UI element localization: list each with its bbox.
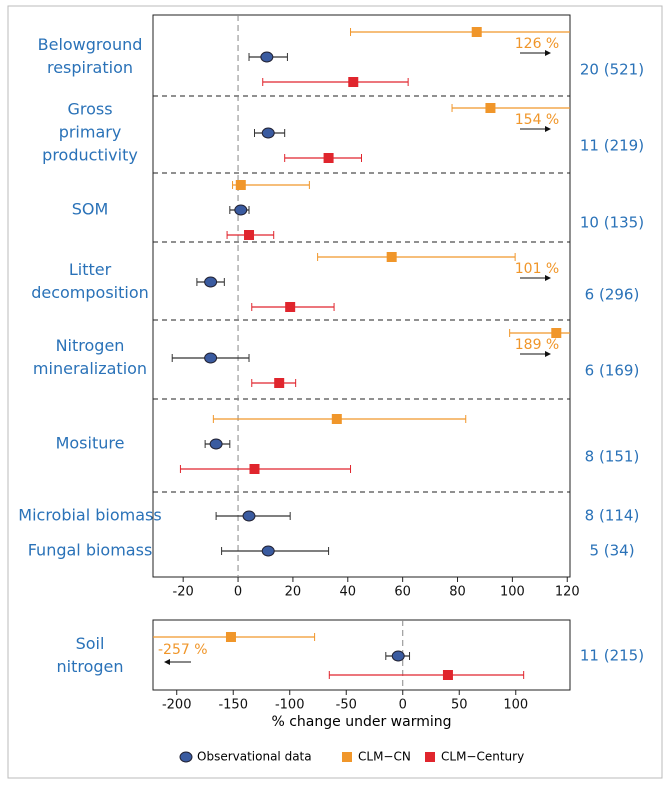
count-label: 11 (219) <box>580 137 644 155</box>
point <box>234 204 248 216</box>
count-label: 6 (296) <box>585 286 640 304</box>
point <box>471 27 482 37</box>
legend-swatch <box>342 752 352 762</box>
category-label: Gross <box>67 100 112 119</box>
x-axis-label: % change under warming <box>271 714 451 730</box>
count-label: 20 (521) <box>580 61 644 79</box>
category-label: productivity <box>42 146 138 165</box>
point <box>485 103 496 113</box>
category-label: Nitrogen <box>56 336 125 355</box>
category-label: decomposition <box>31 283 149 302</box>
plot-area <box>152 619 571 691</box>
point <box>261 127 275 139</box>
category-label: Belowground <box>38 35 143 54</box>
x-tick-label: 120 <box>555 585 580 600</box>
x-tick-label: 100 <box>503 698 528 713</box>
x-tick-label: 40 <box>340 585 357 600</box>
x-tick-label: 0 <box>399 698 407 713</box>
point <box>204 352 218 364</box>
x-tick-label: 100 <box>500 585 525 600</box>
offscale-label: 189 % <box>515 337 559 353</box>
category-label: Soil <box>76 634 105 653</box>
count-label: 10 (135) <box>580 214 644 232</box>
plot-clip <box>153 632 525 680</box>
category-label: mineralization <box>33 359 147 378</box>
point <box>442 670 453 680</box>
point <box>204 276 218 288</box>
category-label: Litter <box>69 260 112 279</box>
point <box>551 328 562 338</box>
point <box>261 545 275 557</box>
point <box>386 252 397 262</box>
offscale-label: 101 % <box>515 261 559 277</box>
point <box>209 438 223 450</box>
plot-clip <box>171 27 570 557</box>
point <box>285 302 296 312</box>
point <box>331 414 342 424</box>
x-tick-label: 60 <box>394 585 411 600</box>
point <box>242 510 256 522</box>
count-label: 8 (151) <box>585 448 640 466</box>
category-label: Fungal biomass <box>28 541 153 560</box>
point <box>348 77 359 87</box>
point <box>260 51 274 63</box>
point <box>274 378 285 388</box>
count-label: 6 (169) <box>585 362 640 380</box>
offscale-label: -257 % <box>158 642 208 658</box>
legend-label: CLM−Century <box>441 750 524 764</box>
count-label: 11 (215) <box>580 647 644 665</box>
category-label: Mositure <box>56 434 125 453</box>
frame <box>7 5 663 779</box>
x-tick-label: -50 <box>336 698 357 713</box>
x-tick-label: -100 <box>275 698 305 713</box>
x-tick-label: 20 <box>285 585 302 600</box>
offscale-label: 154 % <box>515 112 559 128</box>
plot-area <box>152 14 571 578</box>
point <box>323 153 334 163</box>
category-label: primary <box>59 123 122 142</box>
legend-label: Observational data <box>197 750 312 764</box>
x-tick-label: -150 <box>218 698 248 713</box>
point <box>235 180 246 190</box>
offscale-label: 126 % <box>515 36 559 52</box>
x-tick-label: 80 <box>449 585 466 600</box>
point <box>225 632 236 642</box>
point <box>244 230 255 240</box>
x-tick-label: -20 <box>173 585 194 600</box>
x-tick-label: 50 <box>451 698 468 713</box>
category-label: nitrogen <box>56 657 123 676</box>
category-label: respiration <box>47 58 133 77</box>
legend-swatch <box>179 751 193 763</box>
category-label: Microbial biomass <box>18 506 161 525</box>
legend-label: CLM−CN <box>358 750 411 764</box>
x-tick-label: 0 <box>234 585 242 600</box>
category-label: SOM <box>72 200 109 219</box>
point <box>391 650 405 662</box>
legend-swatch <box>425 752 435 762</box>
count-label: 8 (114) <box>585 507 640 525</box>
point <box>249 464 260 474</box>
x-tick-label: -200 <box>162 698 192 713</box>
count-label: 5 (34) <box>589 542 634 560</box>
